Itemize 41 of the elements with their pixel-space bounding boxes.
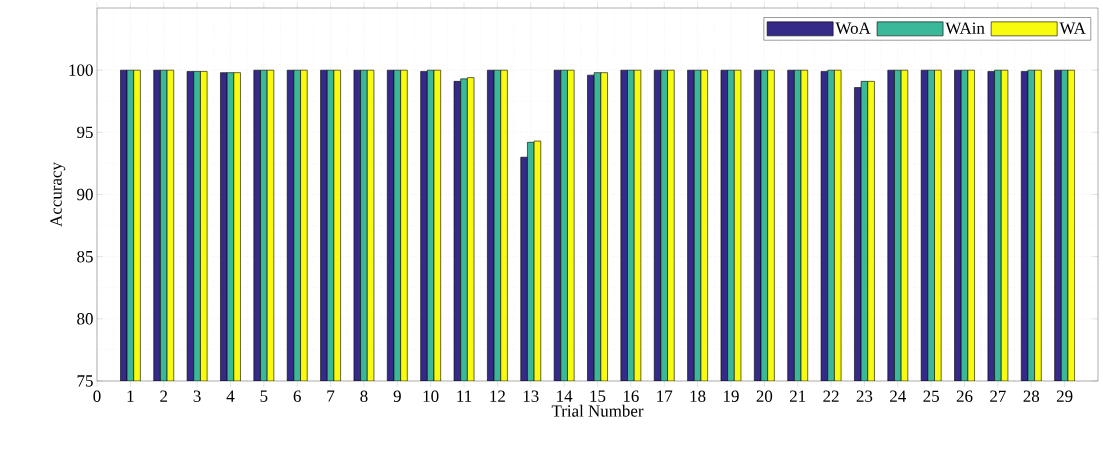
x-tick-label: 25 (923, 390, 939, 402)
legend-label: WAin (945, 22, 985, 34)
x-tick-label: 16 (623, 390, 639, 402)
x-tick-label: 14 (557, 390, 573, 402)
y-tick-label: 100 (69, 64, 93, 76)
x-tick-label: 9 (393, 390, 401, 402)
x-tick-label: 1 (127, 390, 134, 402)
x-tick-label: 22 (823, 390, 839, 402)
x-tick-label: 23 (856, 390, 873, 402)
x-tick-label: 21 (789, 390, 806, 402)
x-tick-label: 13 (523, 390, 539, 402)
x-axis-title: Trial Number (551, 404, 644, 417)
y-tick-label: 90 (77, 188, 93, 201)
x-tick-label: 12 (490, 390, 505, 402)
x-tick-label: 4 (226, 390, 235, 402)
x-tick-label: 26 (956, 390, 973, 402)
x-tick-label: 17 (657, 390, 673, 402)
x-tick-label: 18 (690, 390, 706, 402)
y-tick-label: 85 (77, 250, 93, 263)
y-axis-title: Accuracy (50, 162, 66, 227)
x-tick-label: 6 (293, 390, 301, 402)
legend-label: WoA (835, 22, 871, 34)
x-tick-label: 2 (160, 390, 168, 402)
x-tick-label: 0 (93, 390, 101, 402)
x-tick-label: 7 (327, 390, 335, 402)
y-tick-label: 95 (77, 126, 93, 139)
x-tick-label: 27 (990, 390, 1006, 402)
x-tick-label: 3 (193, 390, 201, 402)
x-tick-label: 10 (423, 390, 439, 402)
x-tick-label: 5 (260, 390, 268, 402)
x-tick-label: 19 (723, 390, 739, 402)
legend-label: WA (1059, 22, 1086, 34)
x-tick-label: 11 (457, 390, 472, 402)
x-tick-label: 24 (890, 390, 907, 402)
x-tick-label: 28 (1023, 390, 1040, 402)
x-tick-label: 29 (1056, 390, 1073, 402)
x-tick-label: 20 (756, 390, 773, 402)
x-tick-label: 15 (590, 390, 606, 402)
y-tick-label: 75 (77, 375, 93, 387)
y-tick-label: 80 (77, 313, 93, 325)
x-tick-label: 8 (360, 390, 368, 402)
